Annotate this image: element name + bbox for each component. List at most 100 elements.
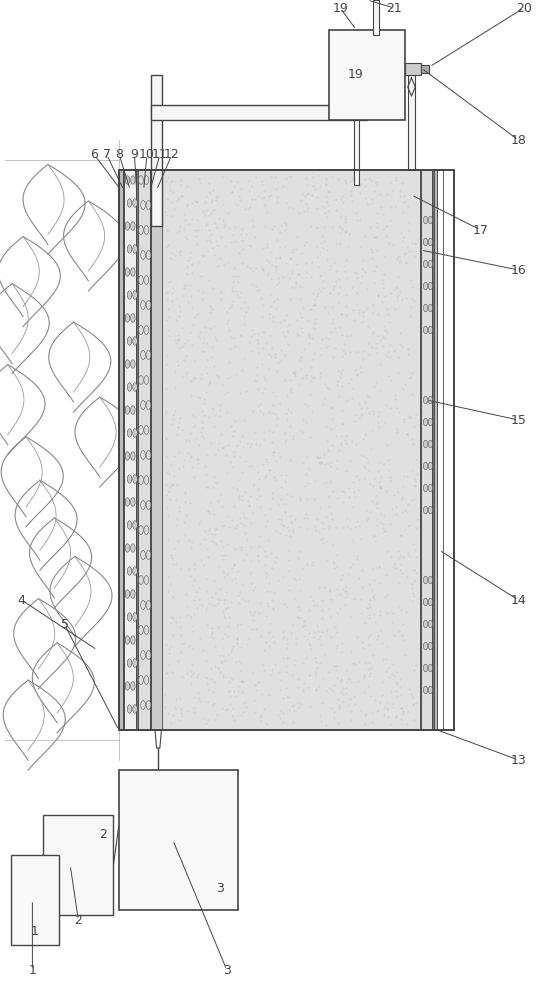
Circle shape	[125, 222, 130, 230]
Text: 10: 10	[139, 148, 155, 161]
Bar	[43, 815, 113, 915]
Bar	[408, 75, 415, 170]
Circle shape	[133, 521, 137, 529]
Circle shape	[139, 476, 143, 484]
Circle shape	[127, 199, 132, 207]
Circle shape	[423, 396, 428, 404]
Circle shape	[146, 401, 151, 409]
Bar	[354, 120, 359, 185]
Circle shape	[141, 451, 145, 459]
Text: 19: 19	[348, 68, 364, 82]
Circle shape	[428, 686, 433, 694]
Circle shape	[146, 551, 151, 559]
Circle shape	[144, 476, 148, 484]
Text: 21: 21	[386, 1, 402, 14]
Circle shape	[125, 452, 130, 460]
Circle shape	[127, 521, 132, 529]
Circle shape	[428, 282, 433, 290]
Bar	[119, 170, 123, 730]
Circle shape	[127, 613, 132, 621]
Text: 13: 13	[510, 754, 526, 766]
Circle shape	[144, 676, 148, 684]
Bar	[437, 170, 443, 730]
Circle shape	[131, 176, 135, 184]
Circle shape	[146, 501, 151, 509]
Circle shape	[428, 598, 433, 606]
Circle shape	[423, 216, 428, 224]
Circle shape	[423, 642, 428, 650]
Circle shape	[131, 544, 135, 552]
Circle shape	[146, 651, 151, 659]
Circle shape	[127, 337, 132, 345]
Circle shape	[127, 567, 132, 575]
Circle shape	[428, 484, 433, 492]
Bar	[373, 0, 379, 35]
Circle shape	[127, 475, 132, 483]
Circle shape	[141, 201, 145, 209]
Circle shape	[133, 429, 137, 437]
Circle shape	[428, 620, 433, 628]
Text: 2: 2	[75, 914, 82, 926]
Circle shape	[428, 506, 433, 514]
Circle shape	[139, 326, 143, 334]
Circle shape	[423, 598, 428, 606]
Text: 8: 8	[116, 148, 123, 161]
Circle shape	[133, 613, 137, 621]
Text: 16: 16	[510, 263, 526, 276]
Bar	[162, 170, 420, 730]
Text: 20: 20	[516, 1, 532, 14]
Circle shape	[423, 620, 428, 628]
Circle shape	[131, 222, 135, 230]
Circle shape	[144, 376, 148, 384]
Circle shape	[144, 526, 148, 534]
Circle shape	[131, 590, 135, 598]
Circle shape	[131, 682, 135, 690]
Circle shape	[144, 226, 148, 234]
Circle shape	[131, 268, 135, 276]
Circle shape	[423, 238, 428, 246]
Text: 3: 3	[223, 964, 231, 976]
Text: 7: 7	[103, 148, 111, 161]
Circle shape	[428, 664, 433, 672]
Circle shape	[423, 462, 428, 470]
Circle shape	[125, 682, 130, 690]
Bar	[151, 105, 367, 120]
Circle shape	[125, 590, 130, 598]
Bar	[151, 75, 162, 226]
Circle shape	[139, 526, 143, 534]
Circle shape	[133, 337, 137, 345]
Circle shape	[127, 429, 132, 437]
Circle shape	[125, 268, 130, 276]
Circle shape	[423, 484, 428, 492]
Text: 11: 11	[152, 148, 168, 161]
Text: 9: 9	[131, 148, 138, 161]
Circle shape	[133, 475, 137, 483]
Circle shape	[144, 426, 148, 434]
Circle shape	[423, 418, 428, 426]
Circle shape	[131, 452, 135, 460]
Circle shape	[139, 576, 143, 584]
Circle shape	[133, 705, 137, 713]
Text: 17: 17	[472, 224, 489, 236]
Circle shape	[141, 251, 145, 259]
Text: 4: 4	[18, 593, 25, 606]
Circle shape	[127, 705, 132, 713]
Bar	[421, 170, 432, 730]
Circle shape	[139, 676, 143, 684]
Circle shape	[139, 176, 143, 184]
Circle shape	[146, 251, 151, 259]
Text: 1: 1	[31, 925, 39, 938]
Bar	[421, 65, 429, 73]
Bar	[124, 170, 136, 730]
Circle shape	[139, 376, 143, 384]
Circle shape	[428, 260, 433, 268]
Text: 1: 1	[29, 964, 36, 976]
Text: 6: 6	[91, 148, 98, 161]
Bar	[434, 170, 437, 730]
Circle shape	[133, 383, 137, 391]
Circle shape	[131, 360, 135, 368]
Circle shape	[133, 245, 137, 253]
Text: 3: 3	[216, 882, 224, 896]
Circle shape	[428, 304, 433, 312]
Circle shape	[125, 176, 130, 184]
